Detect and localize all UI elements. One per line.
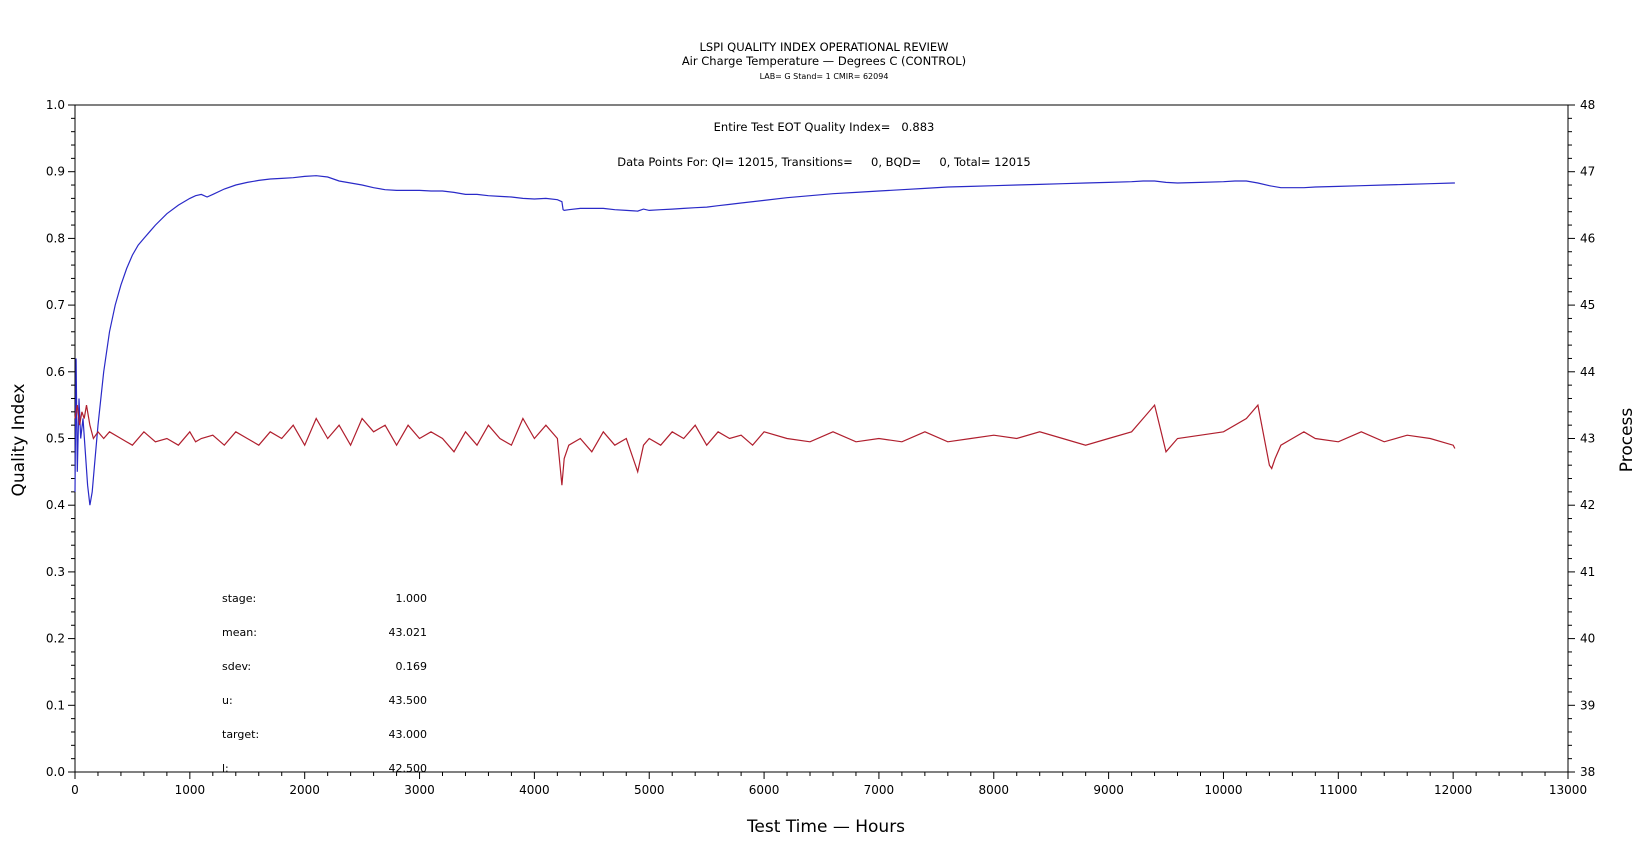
y-right-tick-label: 46	[1580, 231, 1595, 245]
stat-label: sdev:	[222, 660, 251, 673]
y-left-tick-label: 1.0	[46, 98, 65, 112]
chart-subsubtitle: LAB= G Stand= 1 CMIR= 62094	[760, 72, 889, 81]
y-left-tick-label: 0.2	[46, 632, 65, 646]
series-line-process	[74, 403, 1456, 486]
y-left-tick-label: 0.3	[46, 565, 65, 579]
plot-area-frame	[74, 104, 1569, 773]
chart-title: LSPI QUALITY INDEX OPERATIONAL REVIEW	[699, 40, 948, 54]
stat-value: 1.000	[396, 592, 428, 605]
x-tick-label: 7000	[864, 783, 895, 797]
y-axis-left: 0.0 0.1 0.2 0.3 0.4 0.5 0.6 0.7 0.8 0.9 1.0	[46, 98, 75, 779]
y-right-tick-label: 42	[1580, 498, 1595, 512]
x-tick-label: 1000	[175, 783, 206, 797]
y-left-tick-label: 0.5	[46, 432, 65, 446]
series-line-quality-index	[74, 175, 1455, 506]
y-axis-right-title: Process	[1617, 408, 1637, 473]
stat-label: l:	[222, 762, 229, 775]
y-right-tick-label: 38	[1580, 765, 1595, 779]
annotation-data-points: Data Points For: QI= 12015, Transitions=…	[617, 155, 1030, 169]
y-right-tick-label: 45	[1580, 298, 1595, 312]
y-right-tick-label: 43	[1580, 432, 1595, 446]
chart-subtitle: Air Charge Temperature — Degrees C (CONT…	[682, 54, 966, 68]
stat-label: stage:	[222, 592, 256, 605]
stats-block: stage: 1.000 mean: 43.021 sdev: 0.169 u:…	[222, 592, 427, 775]
y-left-tick-label: 0.0	[46, 765, 65, 779]
x-tick-label: 6000	[749, 783, 780, 797]
stat-value: 43.500	[389, 694, 428, 707]
x-tick-label: 11000	[1319, 783, 1357, 797]
x-tick-label: 5000	[634, 783, 665, 797]
stat-label: u:	[222, 694, 233, 707]
y-left-tick-label: 0.6	[46, 365, 65, 379]
x-tick-label: 13000	[1549, 783, 1587, 797]
stat-value: 43.021	[389, 626, 428, 639]
stat-value: 0.169	[396, 660, 428, 673]
x-tick-label: 2000	[289, 783, 320, 797]
y-left-tick-label: 0.4	[46, 498, 65, 512]
x-tick-label: 10000	[1204, 783, 1242, 797]
x-tick-label: 8000	[978, 783, 1009, 797]
x-tick-label: 4000	[519, 783, 550, 797]
y-right-tick-label: 41	[1580, 565, 1595, 579]
stat-value: 42.500	[389, 762, 428, 775]
annotation-quality-index: Entire Test EOT Quality Index= 0.883	[714, 120, 935, 134]
x-axis-title: Test Time — Hours	[746, 817, 905, 837]
y-right-tick-label: 44	[1580, 365, 1595, 379]
y-axis-left-title: Quality Index	[9, 384, 29, 497]
y-right-tick-label: 39	[1580, 698, 1595, 712]
x-axis: 0 1000 2000 3000 4000 5000 6000 7000 8000 9000 100…	[71, 772, 1587, 797]
stat-label: target:	[222, 728, 259, 741]
y-right-tick-label: 47	[1580, 165, 1595, 179]
stat-label: mean:	[222, 626, 257, 639]
y-left-tick-label: 0.8	[46, 231, 65, 245]
stat-value: 43.000	[389, 728, 428, 741]
y-left-tick-label: 0.1	[46, 698, 65, 712]
x-tick-label: 3000	[404, 783, 435, 797]
y-left-tick-label: 0.7	[46, 298, 65, 312]
y-left-tick-label: 0.9	[46, 165, 65, 179]
x-tick-label: 9000	[1093, 783, 1124, 797]
x-tick-label: 12000	[1434, 783, 1472, 797]
y-axis-right: 38 39 40 41 42 43 44 45 46 47 48	[1568, 98, 1595, 779]
x-tick-label: 0	[71, 783, 79, 797]
y-right-tick-label: 40	[1580, 632, 1595, 646]
y-right-tick-label: 48	[1580, 98, 1595, 112]
